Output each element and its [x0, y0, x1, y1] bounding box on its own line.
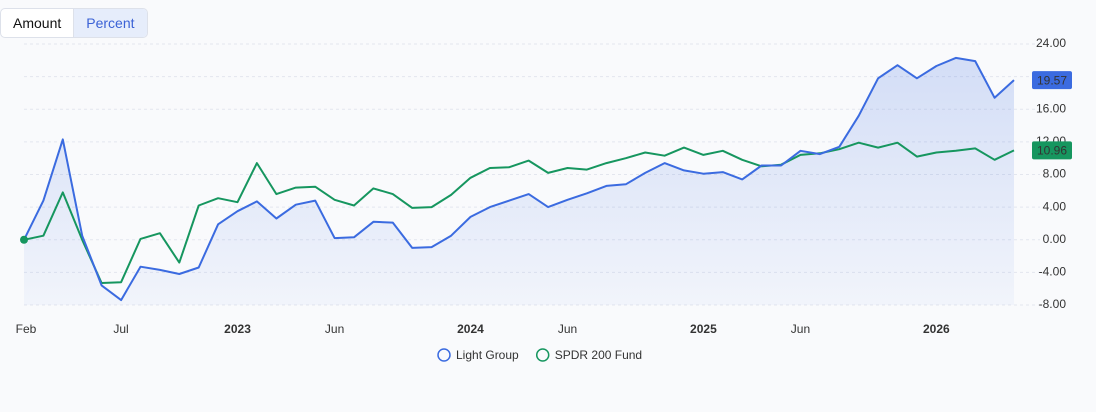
- y-tick-label: 16.00: [1036, 101, 1066, 115]
- legend-marker: [437, 348, 451, 362]
- y-tick-label: 4.00: [1043, 199, 1067, 213]
- y-tick-label: 8.00: [1043, 167, 1067, 181]
- x-tick-label: Jun: [558, 322, 577, 336]
- y-tick-label: -8.00: [1039, 297, 1067, 311]
- y-tick-label: -4.00: [1039, 265, 1067, 279]
- tab[interactable]: Amount: [13, 15, 62, 31]
- tab[interactable]: Percent: [73, 9, 147, 37]
- x-tick-label: Feb: [16, 322, 37, 336]
- x-tick-label: 2025: [690, 322, 717, 336]
- legend-label: SPDR 200 Fund: [555, 348, 642, 362]
- x-tick-label: 2026: [923, 322, 950, 336]
- line: [23, 141, 1015, 284]
- value-badge-label: 10.96: [1037, 144, 1067, 158]
- value-badge: [1032, 71, 1072, 90]
- value-badge: [1032, 141, 1072, 160]
- y-tick-label: 0.00: [1043, 232, 1067, 246]
- x-tick-label: Jun: [791, 322, 810, 336]
- area: [24, 57, 1014, 306]
- legend-marker: [535, 348, 550, 362]
- x-tick-label: 2023: [224, 322, 251, 336]
- line: [23, 56, 1015, 302]
- x-tick-label: 2024: [457, 322, 484, 336]
- x-tick-label: Jul: [113, 322, 128, 336]
- y-tick-label: 24.00: [1036, 36, 1066, 50]
- legend-label: Light Group: [456, 348, 519, 362]
- start-point: [20, 235, 28, 244]
- value-badge-label: 19.57: [1037, 73, 1067, 87]
- view-toggle: Amount Percent: [0, 8, 148, 38]
- x-tick-label: Jun: [325, 322, 344, 336]
